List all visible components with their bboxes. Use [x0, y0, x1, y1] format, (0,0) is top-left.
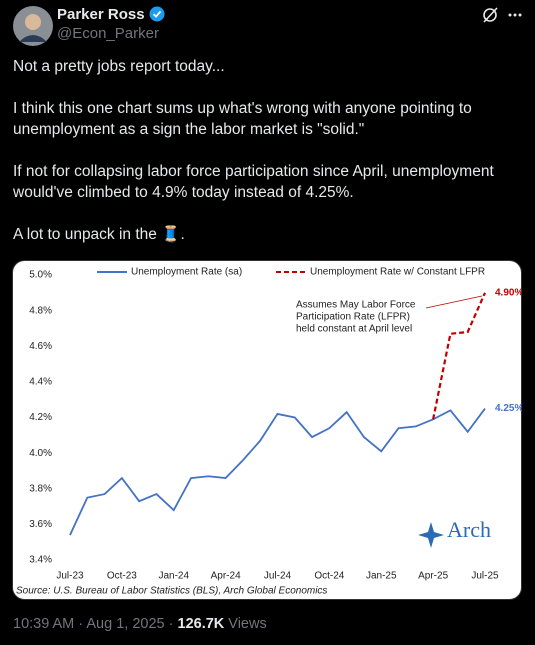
handle[interactable]: @Econ_Parker — [57, 25, 159, 42]
y-tick-label: 3.8% — [29, 483, 52, 494]
source: Source: U.S. Bureau of Labor Statistics … — [16, 586, 327, 597]
x-tick-label: Apr-24 — [211, 571, 241, 582]
series-line — [69, 408, 486, 536]
logo: Arch — [447, 517, 491, 542]
logo-mark — [418, 522, 444, 548]
sep: · — [168, 616, 174, 632]
legend-label: Unemployment Rate (sa) — [131, 267, 242, 278]
value-label: 4.25% — [495, 403, 522, 414]
value-label: 4.90% — [495, 287, 522, 298]
x-tick-label: Jul-25 — [471, 571, 499, 582]
text-line: would've climbed to 4.9% today instead o… — [13, 184, 354, 201]
y-tick-label: 5.0% — [29, 270, 52, 281]
paragraph: A lot to unpack in the 🧵. — [13, 224, 494, 245]
legend-label: Unemployment Rate w/ Constant LFPR — [310, 267, 485, 278]
display-name[interactable]: Parker Ross — [57, 6, 165, 23]
time: 10:39 AM — [13, 616, 75, 632]
avatar[interactable] — [13, 6, 53, 46]
annotation: Participation Rate (LFPR) — [296, 312, 410, 323]
text-line: If not for collapsing labor force partic… — [13, 163, 494, 180]
paragraph: I think this one chart sums up what's wr… — [13, 98, 494, 140]
x-tick-label: Jan-25 — [366, 571, 397, 582]
chart[interactable]: 3.4% 3.6% 3.8% 4.0% 4.2% 4.4% 4.6% 4.8% 5.0% Jul-… — [12, 260, 522, 600]
x-tick-label: Oct-24 — [314, 571, 344, 582]
sep: · — [78, 616, 84, 632]
y-tick-label: 3.6% — [29, 519, 52, 530]
x-tick-label: Jan-24 — [158, 571, 189, 582]
paragraph: If not for collapsing labor force partic… — [13, 161, 494, 203]
text-line: Not a pretty jobs report today... — [13, 58, 225, 75]
annotation: Assumes May Labor Force — [296, 300, 416, 311]
text-line: A lot to unpack in the 🧵. — [13, 226, 185, 243]
y-tick-label: 4.8% — [29, 305, 52, 316]
series-line — [432, 292, 487, 420]
x-tick-label: Jul-24 — [264, 571, 292, 582]
annotation-arrow — [425, 295, 483, 309]
y-tick-label: 4.6% — [29, 341, 52, 352]
annotation: held constant at April level — [296, 324, 412, 335]
y-tick-label: 3.4% — [29, 555, 52, 566]
text-line: I think this one chart sums up what's wr… — [13, 100, 472, 117]
x-tick-label: Apr-25 — [418, 571, 448, 582]
paragraph: Not a pretty jobs report today... — [13, 56, 494, 77]
y-tick-label: 4.4% — [29, 377, 52, 388]
name-text[interactable]: Parker Ross — [57, 6, 145, 23]
footer: 10:39 AM · Aug 1, 2025 · 126.7K Views — [13, 616, 267, 632]
text-line: unemployment as a sign the labor market … — [13, 121, 365, 138]
tweet-text: Not a pretty jobs report today... I think… — [13, 56, 494, 266]
y-tick-label: 4.2% — [29, 412, 52, 423]
y-tick-label: 4.0% — [29, 448, 52, 459]
x-tick-label: Jul-23 — [56, 571, 84, 582]
header-icons[interactable] — [481, 6, 525, 24]
x-tick-label: Oct-23 — [107, 571, 137, 582]
date: Aug 1, 2025 — [86, 616, 165, 632]
views-label: Views — [228, 616, 267, 632]
verified-badge — [149, 6, 165, 22]
views: 126.7K — [177, 616, 225, 632]
